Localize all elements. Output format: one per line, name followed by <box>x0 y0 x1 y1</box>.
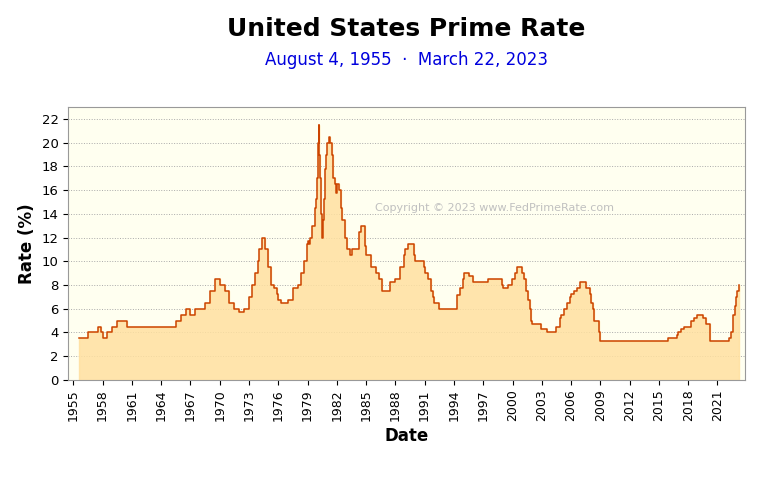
X-axis label: Date: Date <box>385 427 429 445</box>
Text: Copyright © 2023 www.FedPrimeRate.com: Copyright © 2023 www.FedPrimeRate.com <box>375 203 614 213</box>
Text: United States Prime Rate: United States Prime Rate <box>227 17 586 41</box>
Y-axis label: Rate (%): Rate (%) <box>18 203 36 284</box>
Text: August 4, 1955  ·  March 22, 2023: August 4, 1955 · March 22, 2023 <box>265 51 548 69</box>
